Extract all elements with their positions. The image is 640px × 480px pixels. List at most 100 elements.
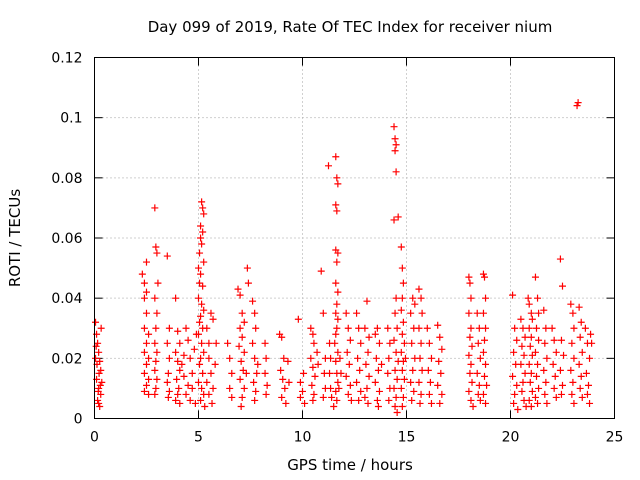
data-point <box>174 390 182 398</box>
data-point <box>143 339 150 347</box>
data-point <box>534 360 542 368</box>
data-point <box>525 300 533 308</box>
data-point <box>391 402 399 410</box>
data-point <box>344 324 352 332</box>
data-point <box>353 309 361 317</box>
data-point <box>408 396 416 404</box>
data-point <box>250 378 258 386</box>
data-point <box>333 300 341 308</box>
data-point <box>261 339 269 347</box>
data-point <box>353 378 361 386</box>
data-point <box>531 348 539 356</box>
data-point <box>163 339 171 347</box>
data-point <box>397 243 405 251</box>
x-tick-label: 15 <box>398 430 416 446</box>
data-point <box>145 354 153 362</box>
data-point <box>398 402 406 410</box>
data-point <box>188 384 196 392</box>
data-point <box>509 291 517 299</box>
data-point <box>576 384 584 392</box>
data-point <box>92 354 100 362</box>
data-point <box>200 348 208 356</box>
data-point <box>310 390 318 398</box>
data-point <box>209 384 217 392</box>
data-point <box>535 336 543 344</box>
data-point <box>209 315 217 323</box>
y-tick-label: 0.08 <box>51 171 82 187</box>
data-point <box>391 135 399 143</box>
data-point <box>362 360 370 368</box>
data-point <box>556 255 564 263</box>
data-point <box>249 339 257 347</box>
data-point <box>570 354 578 362</box>
data-point <box>197 396 205 404</box>
data-point <box>211 360 219 368</box>
data-point <box>186 396 194 404</box>
data-point <box>140 279 148 287</box>
data-point <box>518 387 526 395</box>
data-point <box>97 366 105 374</box>
data-point <box>333 207 341 215</box>
data-point <box>346 381 354 389</box>
data-point <box>550 384 558 392</box>
data-point <box>307 354 315 362</box>
data-point <box>335 384 343 392</box>
data-point <box>330 402 338 410</box>
data-point <box>467 294 475 302</box>
data-point <box>365 372 373 380</box>
data-point <box>531 393 539 401</box>
data-point <box>92 342 100 350</box>
data-point <box>410 387 418 395</box>
data-point <box>416 399 424 407</box>
data-point <box>342 372 350 380</box>
data-point <box>355 324 363 332</box>
data-point <box>333 324 341 332</box>
data-point <box>243 264 251 272</box>
data-point <box>570 399 578 407</box>
data-point <box>465 351 473 359</box>
data-point <box>397 348 405 356</box>
data-point <box>409 366 417 374</box>
data-point <box>527 369 535 377</box>
data-point <box>172 396 180 404</box>
data-point <box>416 354 424 362</box>
data-point <box>399 279 407 287</box>
data-point <box>143 288 150 296</box>
data-point <box>237 402 245 410</box>
data-point <box>568 339 576 347</box>
data-point <box>526 342 534 350</box>
data-point <box>203 324 211 332</box>
data-point <box>198 198 206 206</box>
data-point <box>525 360 533 368</box>
data-point <box>333 258 341 266</box>
data-point <box>535 309 543 317</box>
data-point <box>533 324 540 332</box>
data-point <box>228 369 236 377</box>
data-point <box>152 384 160 392</box>
data-point <box>400 339 408 347</box>
data-point <box>482 324 490 332</box>
data-point <box>98 378 106 386</box>
data-point <box>205 339 213 347</box>
plot-frame <box>94 57 615 419</box>
x-axis-label: GPS time / hours <box>287 456 413 474</box>
data-point <box>317 267 325 275</box>
data-point <box>203 378 211 386</box>
data-point <box>390 384 398 392</box>
data-point <box>438 390 446 398</box>
data-point <box>199 204 207 212</box>
data-point <box>542 378 550 386</box>
data-point <box>236 291 244 299</box>
data-point <box>363 297 371 305</box>
data-point <box>334 288 342 296</box>
data-point <box>278 333 286 341</box>
data-point <box>415 285 423 293</box>
data-point <box>311 372 319 380</box>
x-tick-label: 25 <box>606 430 624 446</box>
data-point <box>140 348 148 356</box>
data-point <box>398 330 406 338</box>
data-point <box>251 354 259 362</box>
data-point <box>319 309 327 317</box>
data-point <box>541 339 549 347</box>
data-point <box>172 348 180 356</box>
